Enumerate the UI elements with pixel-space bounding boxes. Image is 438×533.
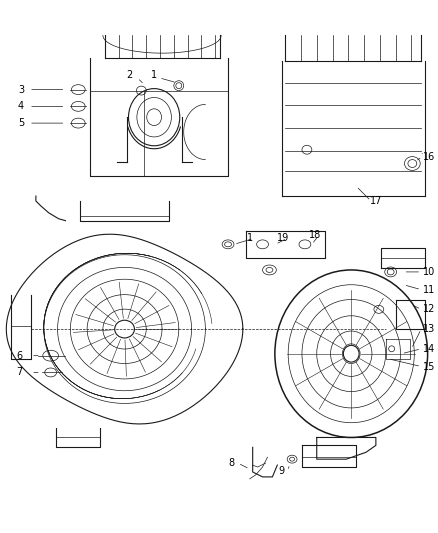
Text: 11: 11 — [423, 285, 435, 295]
Text: 3: 3 — [18, 85, 24, 94]
Text: 18: 18 — [309, 230, 321, 240]
Text: 16: 16 — [423, 151, 435, 161]
Text: 14: 14 — [423, 344, 435, 354]
Text: 5: 5 — [18, 118, 24, 128]
Text: 6: 6 — [16, 351, 22, 361]
Text: 7: 7 — [16, 367, 22, 377]
Text: 1: 1 — [151, 70, 157, 80]
Text: 8: 8 — [228, 458, 234, 468]
Text: 13: 13 — [423, 324, 435, 334]
Text: 10: 10 — [423, 267, 435, 277]
Text: 17: 17 — [370, 196, 382, 206]
Text: 4: 4 — [18, 101, 24, 111]
Text: 15: 15 — [423, 361, 435, 372]
Text: 2: 2 — [127, 70, 133, 80]
Text: 1: 1 — [247, 233, 253, 244]
Text: 19: 19 — [277, 233, 290, 244]
Text: 12: 12 — [423, 304, 435, 314]
Text: 9: 9 — [278, 466, 284, 476]
